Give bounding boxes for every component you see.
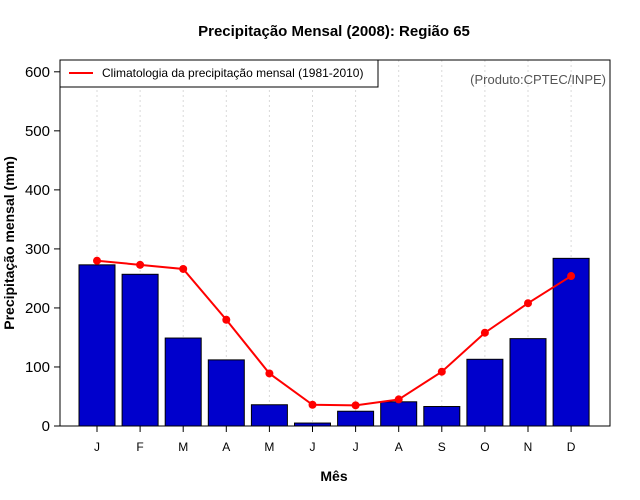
bar	[121, 273, 159, 427]
y-tick-label: 0	[42, 418, 50, 435]
legend: Climatologia da precipitação mensal (198…	[59, 59, 379, 88]
x-tick-label: A	[222, 440, 230, 454]
climatology-point	[524, 299, 532, 308]
x-axis-label: Mês	[320, 468, 347, 484]
y-tick-label: 200	[25, 300, 50, 317]
bar	[207, 359, 245, 427]
x-tick-label: N	[524, 440, 533, 454]
bar	[337, 410, 375, 427]
bar	[78, 264, 116, 427]
bar	[509, 338, 547, 427]
x-tick-label: F	[136, 440, 143, 454]
climatology-point	[222, 315, 231, 324]
climatology-line-group	[93, 256, 576, 410]
chart-title: Precipitação Mensal (2008): Região 65	[198, 23, 470, 40]
y-tick-label: 600	[25, 64, 50, 81]
climatology-point	[480, 328, 489, 337]
x-tick-label: D	[567, 440, 576, 454]
x-tick-label: A	[395, 440, 403, 454]
x-tick-label: M	[264, 440, 274, 454]
climatology-point	[351, 401, 360, 410]
y-tick-label: 300	[25, 241, 50, 258]
climatology-point	[567, 272, 576, 281]
climatology-point	[265, 369, 274, 378]
y-axis-label: Precipitação mensal (mm)	[1, 156, 17, 330]
x-tick-label: M	[178, 440, 188, 454]
source-annotation: (Produto:CPTEC/INPE)	[470, 72, 606, 87]
x-tick-label: O	[480, 440, 489, 454]
climatology-point	[308, 400, 317, 409]
legend-box	[59, 59, 379, 88]
bar	[466, 358, 504, 427]
y-tick-label: 100	[25, 359, 50, 376]
y-axis: 0 100 200 300 400 500 600	[25, 64, 60, 435]
climatology-point	[136, 260, 145, 269]
climatology-point	[93, 256, 101, 265]
bars-group	[78, 257, 590, 427]
bar	[380, 401, 418, 427]
y-tick-label: 500	[25, 123, 50, 140]
y-tick-label: 400	[25, 182, 50, 199]
climatology-point	[394, 395, 403, 404]
climatology-point	[179, 264, 188, 273]
climatology-line	[96, 259, 572, 407]
x-tick-label: S	[438, 440, 446, 454]
bar	[250, 404, 288, 427]
bar	[164, 337, 202, 427]
x-tick-label: J	[94, 440, 100, 454]
x-tick-label: J	[310, 440, 316, 454]
legend-label: Climatologia da precipitação mensal (198…	[102, 66, 363, 80]
climatology-point	[437, 367, 446, 376]
bar	[423, 406, 461, 427]
x-tick-label: J	[353, 440, 359, 454]
